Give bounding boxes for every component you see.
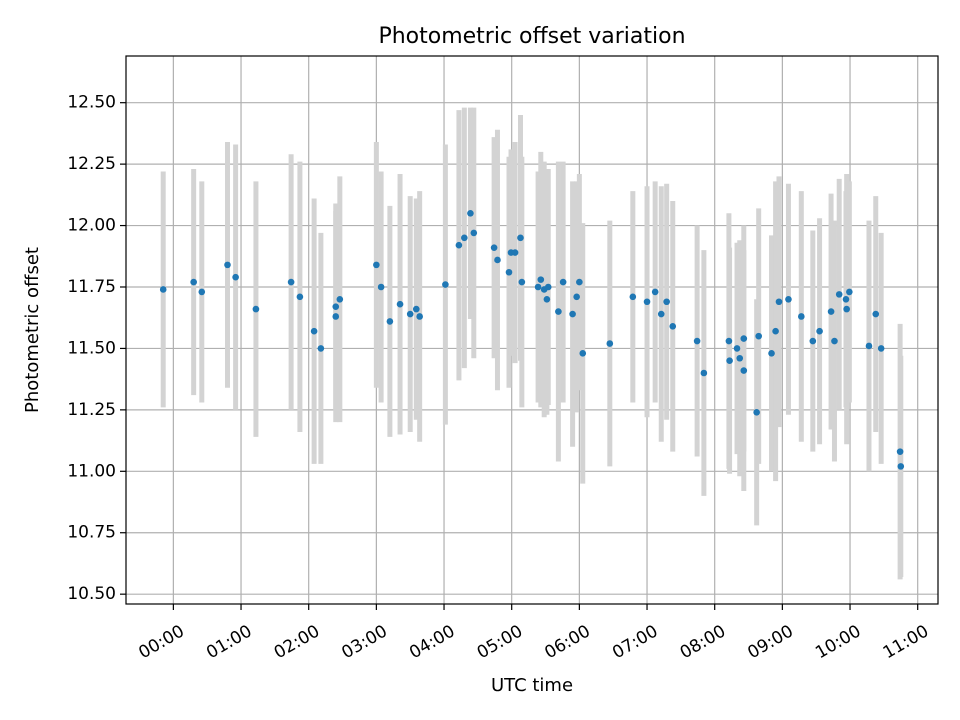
- data-point: [877, 345, 885, 352]
- data-point: [537, 276, 545, 283]
- data-point: [336, 295, 344, 303]
- data-point: [663, 298, 670, 306]
- data-point: [396, 300, 404, 308]
- y-tick-label: 11.75: [67, 277, 116, 297]
- y-tick-label: 11.25: [67, 400, 116, 420]
- data-point: [736, 354, 744, 362]
- data-point: [461, 234, 468, 242]
- data-point: [753, 409, 760, 416]
- x-axis-label: UTC time: [491, 675, 573, 696]
- data-point: [543, 295, 551, 303]
- data-point: [576, 278, 583, 286]
- data-point: [816, 327, 823, 335]
- data-point: [573, 293, 580, 301]
- data-point: [511, 249, 519, 256]
- data-point: [693, 337, 701, 345]
- data-point: [785, 295, 792, 303]
- grid: [126, 56, 938, 604]
- data-point: [657, 310, 665, 318]
- data-point: [412, 305, 420, 313]
- data-point: [470, 229, 478, 237]
- data-point: [416, 313, 423, 320]
- data-point: [827, 308, 835, 315]
- data-point: [809, 337, 817, 345]
- data-point: [831, 337, 838, 345]
- data-point: [669, 323, 677, 330]
- data-point: [651, 288, 659, 296]
- data-point: [310, 327, 318, 335]
- data-point: [772, 327, 779, 335]
- data-point: [467, 209, 474, 217]
- data-point: [159, 286, 167, 293]
- y-tick-label: 12.00: [67, 216, 116, 236]
- data-point: [897, 463, 905, 470]
- data-point: [606, 340, 614, 347]
- data-point: [406, 310, 414, 318]
- data-point: [287, 278, 295, 286]
- data-point: [332, 303, 340, 310]
- data-point: [555, 308, 562, 315]
- data-point: [865, 342, 873, 350]
- data-point: [505, 268, 513, 276]
- data-point: [442, 281, 449, 288]
- data-point: [534, 283, 542, 291]
- data-point: [518, 278, 526, 286]
- y-tick-label: 11.50: [67, 338, 116, 358]
- data-point: [896, 448, 904, 455]
- data-point: [317, 345, 325, 352]
- data-point: [232, 273, 239, 281]
- data-point: [768, 350, 775, 357]
- y-tick-label: 12.50: [67, 93, 116, 113]
- data-point: [190, 278, 197, 286]
- data-point: [846, 288, 853, 296]
- y-tick-label: 11.00: [67, 461, 116, 481]
- data-point: [842, 295, 850, 303]
- data-point: [872, 310, 880, 318]
- data-point: [798, 313, 805, 320]
- y-tick-label: 10.50: [67, 584, 116, 604]
- data-point: [569, 310, 576, 318]
- data-point: [455, 241, 463, 249]
- data-point: [740, 367, 748, 374]
- data-point: [252, 305, 260, 313]
- data-point: [198, 288, 206, 296]
- y-tick-label: 12.25: [67, 154, 116, 174]
- data-point: [332, 313, 340, 320]
- data-point: [517, 234, 524, 242]
- data-point: [559, 278, 567, 286]
- chart-title: Photometric offset variation: [378, 24, 685, 49]
- data-point: [373, 261, 380, 269]
- data-point: [740, 335, 748, 342]
- data-point: [725, 337, 733, 345]
- data-point: [377, 283, 385, 291]
- data-point: [386, 318, 394, 325]
- plot-frame: [125, 55, 939, 605]
- data-point: [544, 283, 552, 291]
- data-point: [835, 291, 843, 298]
- y-tick-label: 10.75: [67, 523, 116, 543]
- data-point: [775, 298, 783, 306]
- data-point: [733, 345, 741, 352]
- data-point: [755, 332, 762, 340]
- data-point: [494, 256, 501, 264]
- data-point: [700, 369, 708, 377]
- data-point: [490, 244, 498, 251]
- y-axis-ticks: 10.50 10.75 11.00 11.25 11.50 11.75 12.00 12.25…: [67, 93, 126, 604]
- data-point: [296, 293, 304, 301]
- data-points: [159, 209, 905, 470]
- data-point: [643, 298, 651, 306]
- data-point: [726, 357, 733, 365]
- data-point: [629, 293, 637, 301]
- data-point: [579, 350, 587, 357]
- y-axis-label: Photometric offset: [22, 247, 43, 413]
- data-point: [224, 261, 231, 269]
- data-point: [843, 305, 850, 313]
